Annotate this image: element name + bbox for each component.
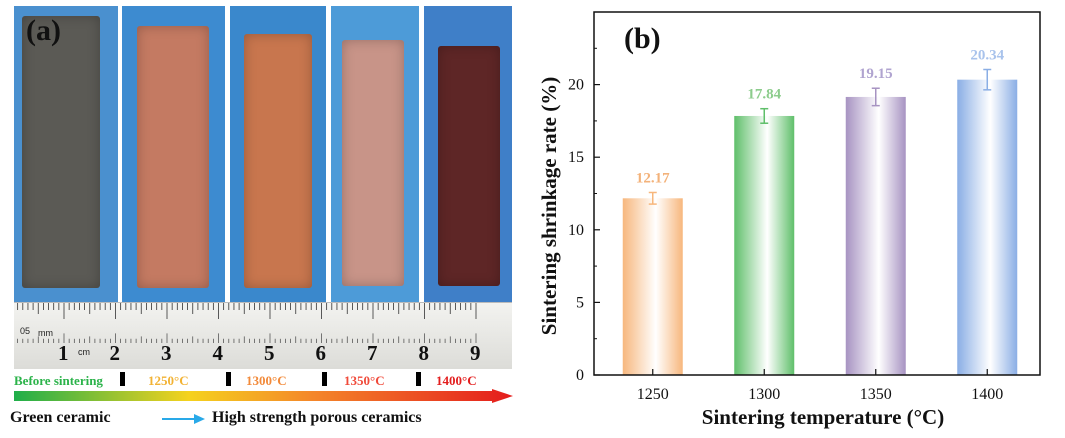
- ruler-number: 8: [418, 341, 430, 365]
- ruler-unit-cm: cm: [78, 347, 90, 357]
- caption-porous-ceramics: High strength porous ceramics: [212, 409, 422, 426]
- stage-label: Before sintering: [14, 373, 103, 388]
- bar: [845, 96, 906, 375]
- y-axis-title: Sintering shrinkage rate (%): [537, 77, 561, 335]
- ruler-unit-mm-prefix: 05: [20, 326, 31, 336]
- y-tick-label: 5: [576, 294, 584, 311]
- stage-label: 1250°C: [148, 373, 189, 388]
- y-tick-label: 10: [568, 222, 584, 239]
- bar: [957, 79, 1018, 375]
- x-tick-label: 1250: [637, 386, 669, 403]
- data-label: 20.34: [970, 47, 1004, 63]
- ceramic-sample: [342, 40, 404, 286]
- stage-divider: [120, 372, 125, 386]
- data-label: 17.84: [747, 87, 781, 103]
- y-tick-label: 0: [576, 367, 584, 384]
- panel-b-label: (b): [624, 22, 661, 55]
- data-label: 19.15: [859, 66, 893, 82]
- panel-a: (a) 05 mm 1 2 3 4 5 6 7 8 9 cm Before sintering 12…: [0, 0, 530, 438]
- bar: [622, 198, 683, 375]
- ruler-number: 1: [58, 341, 69, 365]
- stage-label: 1350°C: [344, 373, 385, 388]
- stage-label: 1300°C: [246, 373, 287, 388]
- ruler-ticks: [17, 303, 477, 343]
- shrinkage-bar-chart: 12.17 17.84 19.15 20.34 1250 1300 1350 1400 0 5 1…: [537, 11, 1041, 429]
- y-tick-label: 15: [568, 149, 584, 166]
- ceramic-sample: [244, 34, 312, 288]
- ruler-number: 4: [212, 341, 224, 365]
- sintering-stage-bar: Before sintering 1250°C 1300°C 1350°C 1400°C: [14, 372, 512, 392]
- caption-green-ceramic: Green ceramic: [10, 409, 111, 426]
- bar: [734, 115, 795, 376]
- arrow-right-icon: [14, 389, 513, 403]
- ruler-number: 3: [161, 341, 172, 365]
- ruler-number: 7: [367, 341, 378, 365]
- x-axis-title: Sintering temperature (°C): [702, 405, 944, 429]
- ruler-number: 5: [264, 341, 275, 365]
- stage-divider: [226, 372, 231, 386]
- y-tick-label: 20: [568, 77, 584, 94]
- data-label: 12.17: [636, 170, 670, 186]
- ceramic-sample: [137, 26, 209, 288]
- ruler-unit-mm: mm: [38, 328, 53, 338]
- ruler-number: 6: [315, 341, 327, 365]
- x-tick-label: 1350: [860, 386, 892, 403]
- x-tick-label: 1300: [748, 386, 780, 403]
- ruler-number: 9: [470, 341, 481, 365]
- x-tick-label: 1400: [971, 386, 1003, 403]
- ruler-number: 2: [109, 341, 121, 365]
- arrow-right-icon: [162, 414, 205, 424]
- ceramic-sample: [22, 16, 100, 288]
- ceramic-sample: [438, 46, 500, 286]
- ruler: 05 mm 1 2 3 4 5 6 7 8 9 cm: [14, 302, 512, 369]
- stage-divider: [322, 372, 327, 386]
- panel-b: 12.17 17.84 19.15 20.34 1250 1300 1350 1400 0 5 1…: [530, 0, 1065, 438]
- bottom-caption: Green ceramic High strength porous ceram…: [10, 406, 530, 430]
- panel-a-label: (a): [26, 14, 61, 47]
- stage-label: 1400°C: [436, 373, 477, 388]
- stage-divider: [416, 372, 421, 386]
